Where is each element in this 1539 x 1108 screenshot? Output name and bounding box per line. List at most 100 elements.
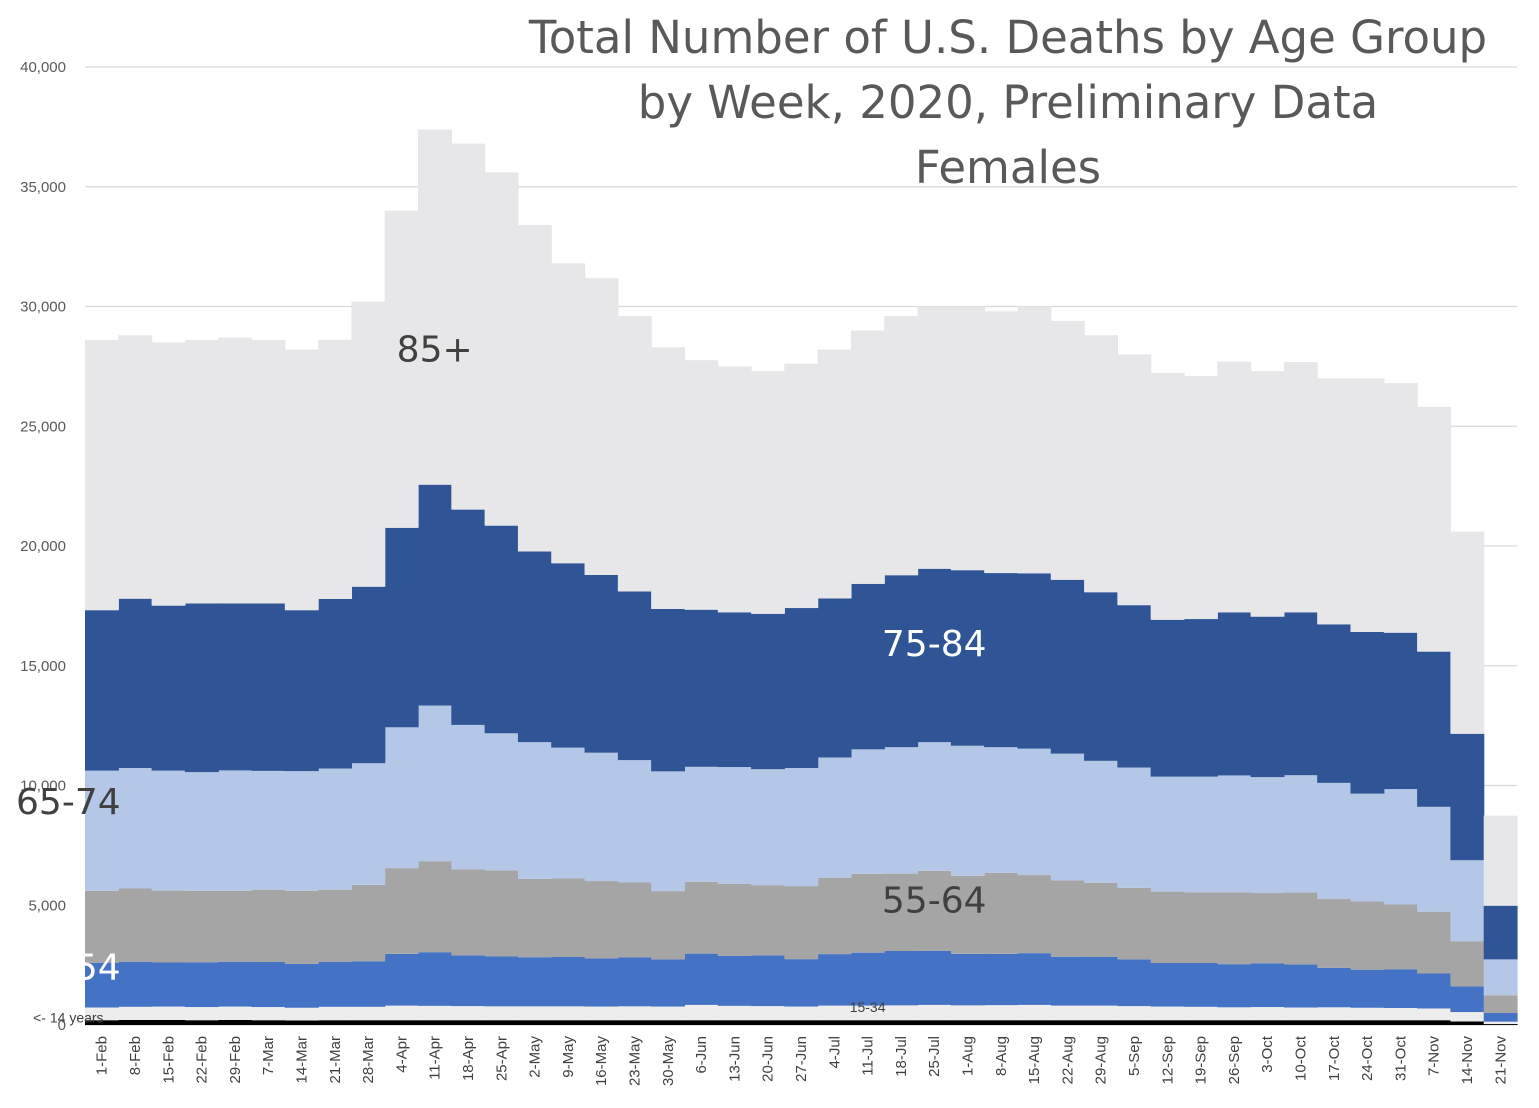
area-segment — [884, 950, 919, 1006]
area-segment — [850, 873, 885, 953]
area-segment — [251, 962, 286, 1008]
area-segment — [1183, 619, 1218, 777]
area-segment — [118, 335, 153, 599]
area-segment — [1383, 969, 1418, 1008]
area-segment — [1283, 612, 1318, 776]
area-segment — [684, 881, 719, 954]
area-segment — [218, 1019, 253, 1025]
title-line-3: Females — [915, 141, 1101, 194]
area-segment — [717, 955, 752, 1006]
area-segment — [751, 955, 785, 1007]
area-segment — [1383, 789, 1418, 905]
area-segment — [1283, 964, 1318, 1008]
x-tick-label: 8-Feb — [127, 1036, 144, 1075]
area-segment — [850, 583, 885, 750]
area-segment — [484, 870, 519, 957]
area-segment — [950, 953, 985, 1006]
area-segment — [351, 884, 386, 962]
area-segment — [850, 330, 885, 584]
area-segment — [1250, 893, 1285, 964]
area-segment — [717, 1020, 752, 1025]
area-segment — [584, 881, 619, 959]
area-segment — [617, 882, 652, 958]
area-segment — [884, 747, 919, 874]
area-segment — [517, 1006, 552, 1021]
area-segment — [1317, 378, 1352, 625]
series-35-54 — [85, 950, 1518, 1022]
area-segment — [1250, 1007, 1285, 1021]
area-segment — [1283, 775, 1318, 893]
area-segment — [884, 1005, 919, 1021]
area-segment — [284, 963, 319, 1008]
area-segment — [751, 885, 785, 956]
series-55-64 — [85, 861, 1518, 1014]
area-segment — [884, 1020, 919, 1025]
x-tick-label: 27-Jun — [793, 1036, 810, 1082]
x-tick-label: 29-Aug — [1093, 1036, 1110, 1084]
area-segment — [617, 760, 652, 883]
area-segment — [1350, 378, 1385, 632]
area-segment — [1350, 1007, 1385, 1021]
area-segment — [318, 889, 353, 962]
area-segment — [651, 1006, 686, 1021]
area-segment — [384, 527, 419, 728]
area-segment — [384, 1005, 419, 1021]
series-label: 55-64 — [882, 880, 987, 921]
area-segment — [817, 1020, 852, 1025]
area-segment — [1483, 959, 1518, 996]
area-segment — [1150, 891, 1185, 963]
area-segment — [351, 1020, 386, 1025]
area-segment — [1017, 953, 1052, 1005]
area-segment — [1050, 1005, 1085, 1021]
x-tick-label: 11-Apr — [427, 1036, 444, 1080]
area-segment — [1050, 880, 1085, 957]
area-segment — [251, 603, 286, 771]
area-segment — [1483, 905, 1518, 960]
area-segment — [1084, 760, 1118, 883]
area-segment — [517, 551, 552, 743]
area-segment — [1317, 1020, 1352, 1025]
area-segment — [284, 349, 319, 611]
area-segment — [1050, 956, 1085, 1006]
area-segment — [1017, 748, 1052, 876]
area-segment — [917, 306, 952, 569]
area-segment — [1317, 899, 1352, 968]
x-tick-label: 11-Jul — [860, 1036, 877, 1076]
area-segment — [284, 1007, 319, 1021]
area-segment — [950, 745, 985, 876]
area-segment — [517, 742, 552, 879]
x-tick-label: 14-Mar — [293, 1036, 310, 1084]
area-segment — [1183, 375, 1218, 620]
area-segment — [151, 342, 186, 606]
area-segment — [384, 727, 419, 869]
area-segment — [551, 956, 586, 1007]
area-segment — [651, 891, 686, 960]
area-segment — [1217, 1007, 1252, 1021]
area-segment — [784, 768, 819, 887]
area-segment — [484, 956, 519, 1007]
x-tick-label: 18-Jul — [893, 1036, 910, 1077]
x-tick-label: 15-Feb — [160, 1036, 177, 1084]
y-tick-label: 25,000 — [20, 418, 66, 435]
x-tick-label: 1-Aug — [960, 1036, 977, 1076]
area-segment — [151, 1006, 186, 1020]
area-segment — [284, 890, 319, 964]
area-segment — [717, 883, 752, 956]
area-segment — [1417, 806, 1451, 912]
x-tick-label: 2-May — [527, 1036, 544, 1078]
area-segment — [85, 1020, 119, 1025]
area-segment — [284, 771, 319, 891]
area-segment — [184, 890, 219, 963]
area-segment — [617, 957, 652, 1007]
area-segment — [318, 1020, 353, 1025]
area-segment — [1050, 579, 1085, 754]
area-segment — [984, 1020, 1019, 1025]
area-segment — [1317, 1007, 1352, 1021]
area-segment — [584, 278, 619, 575]
area-segment — [1317, 967, 1352, 1008]
area-segment — [1050, 320, 1085, 580]
area-segment — [184, 603, 219, 773]
area-segment — [684, 1020, 719, 1025]
x-tick-label: 7-Nov — [1426, 1036, 1443, 1077]
area-segment — [1350, 969, 1385, 1008]
